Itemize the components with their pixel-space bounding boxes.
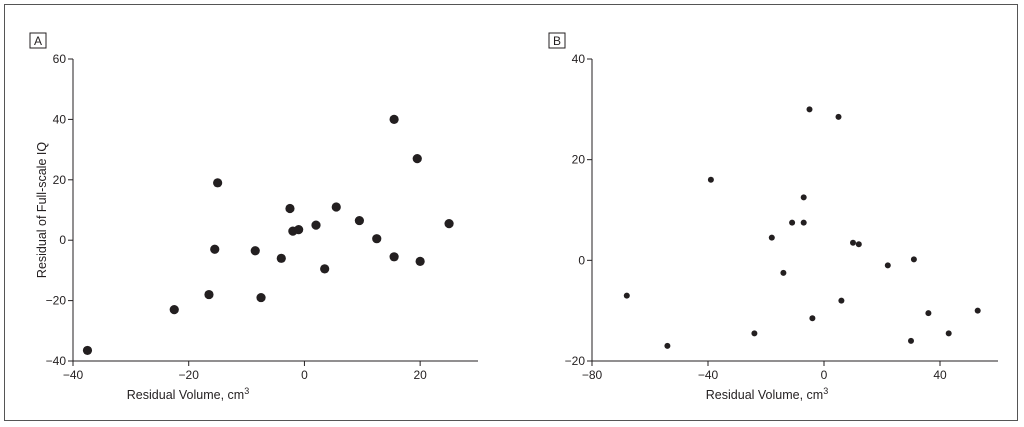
data-point: [389, 252, 399, 262]
y-tick-label: 0: [59, 233, 66, 247]
data-point: [789, 219, 796, 226]
panel-a-label-box: [29, 32, 47, 49]
y-tick-label: 40: [572, 52, 586, 66]
x-tick-label: −40: [698, 368, 719, 382]
data-point: [276, 253, 286, 263]
y-tick-label: 0: [578, 253, 585, 267]
panel-b: B −20 0 20 40 −80 −40 0 40 Residual Volume, cm3: [548, 32, 998, 402]
data-point: [707, 176, 714, 183]
data-point: [974, 307, 981, 314]
data-point: [945, 330, 952, 337]
y-tick-label: 20: [53, 173, 67, 187]
y-tick-label: −20: [565, 354, 586, 368]
data-point: [925, 310, 932, 317]
data-point: [768, 234, 775, 241]
y-tick-label: 60: [53, 52, 67, 66]
data-point: [800, 194, 807, 201]
data-point: [780, 269, 787, 276]
data-point: [294, 225, 304, 235]
panel-b-x-axis-title: Residual Volume, cm3: [706, 386, 828, 402]
panel-a-x-axis-title: Residual Volume, cm3: [127, 386, 249, 402]
data-point: [751, 330, 758, 337]
panel-a-label: A: [34, 34, 42, 48]
panel-b-label-box: [548, 32, 566, 49]
data-point: [204, 289, 214, 300]
panel-b-points: [623, 106, 981, 349]
y-tick-label: 20: [572, 153, 586, 167]
data-point: [354, 215, 364, 226]
data-point: [210, 244, 220, 254]
data-point: [412, 154, 422, 164]
x-tick-label: 40: [933, 368, 947, 382]
x-tick-label: −20: [179, 368, 200, 382]
y-tick-label: 40: [53, 112, 67, 126]
data-point: [311, 220, 321, 230]
y-tick-label: −40: [46, 354, 67, 368]
data-point: [838, 297, 845, 304]
data-point: [331, 202, 341, 212]
data-point: [250, 246, 260, 256]
x-tick-label: −80: [582, 368, 603, 382]
data-point: [850, 239, 856, 246]
data-point: [415, 256, 425, 266]
y-tick-label: −20: [46, 294, 67, 308]
data-point: [809, 315, 816, 322]
x-tick-label: 20: [413, 368, 427, 382]
data-point: [855, 241, 862, 248]
x-tick-label: 0: [301, 368, 308, 382]
data-point: [169, 305, 179, 315]
scatter-plots: A −40 −20 0 20 40 60 −40 −20 0 20 Residual Volume…: [29, 32, 998, 402]
panel-a: A −40 −20 0 20 40 60 −40 −20 0 20 Residual Volume…: [29, 32, 478, 402]
data-point: [256, 292, 266, 303]
data-point: [444, 218, 454, 229]
panel-b-axes: −20 0 20 40 −80 −40 0 40: [565, 52, 998, 382]
panel-a-axes: −40 −20 0 20 40 60 −40 −20 0 20: [46, 52, 478, 382]
data-point: [623, 292, 630, 299]
data-point: [389, 114, 399, 124]
data-point: [908, 337, 914, 344]
data-point: [285, 203, 295, 214]
figure-frame: A −40 −20 0 20 40 60 −40 −20 0 20 Residual Volume…: [4, 4, 1018, 421]
x-tick-label: 0: [821, 368, 828, 382]
data-point: [82, 345, 93, 356]
data-point: [213, 178, 223, 188]
data-point: [320, 264, 330, 274]
data-point: [806, 106, 813, 113]
data-point: [372, 234, 382, 244]
data-point: [884, 262, 891, 269]
data-point: [664, 342, 671, 349]
x-tick-label: −40: [63, 368, 84, 382]
panel-b-label: B: [553, 34, 561, 48]
data-point: [910, 256, 917, 263]
data-point: [800, 219, 807, 226]
data-point: [835, 113, 842, 120]
panel-a-y-axis-title: Residual of Full-scale IQ: [35, 142, 49, 278]
panel-a-points: [82, 114, 454, 356]
